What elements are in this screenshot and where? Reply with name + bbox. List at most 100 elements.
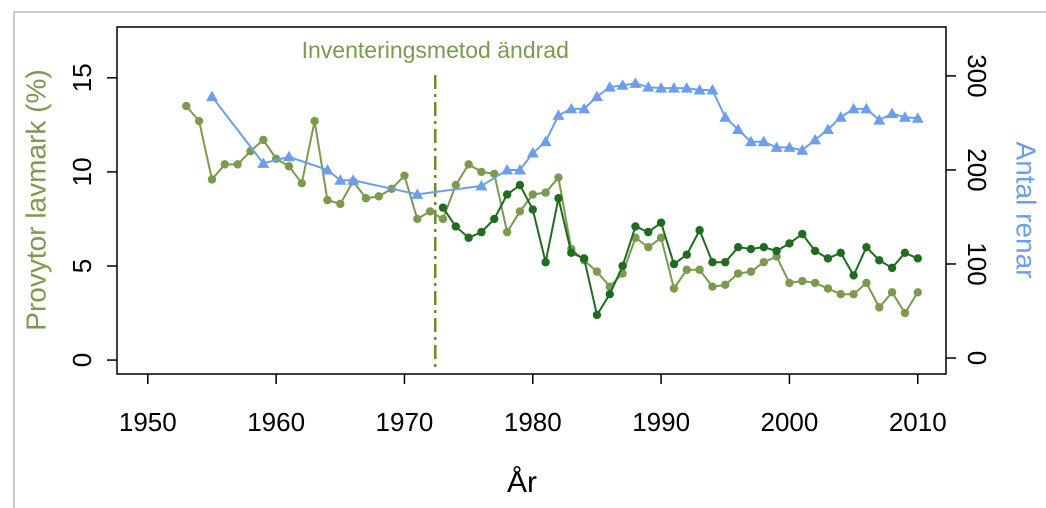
circle-marker xyxy=(823,254,833,263)
triangle-marker xyxy=(809,133,822,145)
circle-marker xyxy=(464,160,473,169)
circle-marker xyxy=(746,244,756,254)
triangle-marker xyxy=(873,114,886,125)
circle-marker xyxy=(669,259,679,269)
triangle-marker xyxy=(886,107,899,119)
triangle-marker xyxy=(860,102,873,114)
circle-marker xyxy=(451,222,460,231)
triangle-marker xyxy=(257,157,270,168)
circle-marker xyxy=(759,258,768,267)
x-tick-label: 2010 xyxy=(889,407,947,437)
circle-marker xyxy=(721,280,730,290)
x-tick-label: 1960 xyxy=(247,407,305,437)
triangle-marker xyxy=(834,111,847,122)
triangle-marker xyxy=(513,163,526,175)
circle-marker xyxy=(785,278,794,288)
circle-marker xyxy=(695,265,704,274)
circle-marker xyxy=(721,258,730,267)
circle-marker xyxy=(374,192,383,201)
circle-marker xyxy=(656,233,666,242)
triangle-marker xyxy=(847,102,860,114)
triangle-marker xyxy=(629,77,642,88)
x-tick-label: 1950 xyxy=(119,407,177,437)
circle-marker xyxy=(182,101,191,111)
y-tick-label: 5 xyxy=(67,259,97,273)
circle-marker xyxy=(875,256,884,265)
triangle-marker xyxy=(796,144,809,155)
circle-marker xyxy=(656,218,666,227)
circle-marker xyxy=(297,178,306,188)
circle-marker xyxy=(733,269,743,278)
circle-marker xyxy=(515,180,525,190)
circle-marker xyxy=(323,195,332,205)
circle-marker xyxy=(823,284,833,293)
circle-marker xyxy=(233,160,242,169)
circle-marker xyxy=(336,199,345,209)
circle-marker xyxy=(682,265,691,274)
circle-marker xyxy=(875,303,884,312)
triangle-marker xyxy=(565,102,578,114)
triangle-marker xyxy=(821,123,834,135)
series-line xyxy=(185,105,919,315)
triangle-marker xyxy=(347,174,360,185)
circle-marker xyxy=(541,188,550,197)
triangle-marker xyxy=(590,90,603,102)
circle-marker xyxy=(413,214,422,224)
circle-marker xyxy=(438,214,448,224)
triangle-marker xyxy=(411,188,424,199)
circle-marker xyxy=(554,173,563,182)
circle-marker xyxy=(605,290,614,299)
triangle-marker xyxy=(732,123,745,135)
y-tick-label: 15 xyxy=(67,63,97,92)
circle-marker xyxy=(528,190,537,199)
triangle-marker xyxy=(719,111,732,122)
y2-tick-label: 0 xyxy=(962,351,992,365)
circle-marker xyxy=(836,290,845,299)
circle-marker xyxy=(284,162,294,171)
circle-marker xyxy=(862,242,871,252)
triangle-marker xyxy=(603,81,616,92)
circle-marker xyxy=(567,248,576,258)
triangle-marker xyxy=(757,135,770,147)
circle-marker xyxy=(708,282,717,291)
triangle-marker xyxy=(282,150,295,162)
plot-frame xyxy=(116,26,947,375)
circle-marker xyxy=(733,242,743,252)
circle-marker xyxy=(631,222,640,231)
y-tick-label: 0 xyxy=(67,353,97,367)
triangle-marker xyxy=(680,82,693,93)
y2-tick-label: 300 xyxy=(962,54,992,97)
triangle-marker xyxy=(334,174,347,185)
circle-marker xyxy=(836,248,845,258)
circle-marker xyxy=(579,254,589,263)
triangle-marker xyxy=(693,84,706,95)
triangle-marker xyxy=(475,179,488,191)
circle-marker xyxy=(862,278,871,288)
triangle-marker xyxy=(321,163,334,175)
circle-marker xyxy=(477,227,486,237)
circle-marker xyxy=(669,284,679,293)
triangle-marker xyxy=(911,112,924,123)
circle-marker xyxy=(502,227,512,237)
circle-marker xyxy=(592,267,602,276)
circle-marker xyxy=(849,271,858,280)
circle-marker xyxy=(310,116,319,126)
series-line xyxy=(442,183,919,318)
triangle-marker xyxy=(578,102,591,114)
y-axis-title: Provytor lavmark (%) xyxy=(20,69,51,330)
circle-marker xyxy=(644,227,653,237)
triangle-marker xyxy=(667,82,680,93)
circle-marker xyxy=(887,263,897,273)
circle-marker xyxy=(451,180,460,190)
triangle-marker xyxy=(655,82,668,93)
circle-marker xyxy=(708,258,717,267)
circle-marker xyxy=(772,246,781,256)
triangle-marker xyxy=(898,111,911,122)
y-tick-label: 10 xyxy=(67,157,97,186)
circle-marker xyxy=(528,205,537,214)
circle-marker xyxy=(592,310,602,320)
x-tick-label: 2000 xyxy=(761,407,819,437)
circle-marker xyxy=(515,207,525,216)
triangle-marker xyxy=(205,90,218,102)
